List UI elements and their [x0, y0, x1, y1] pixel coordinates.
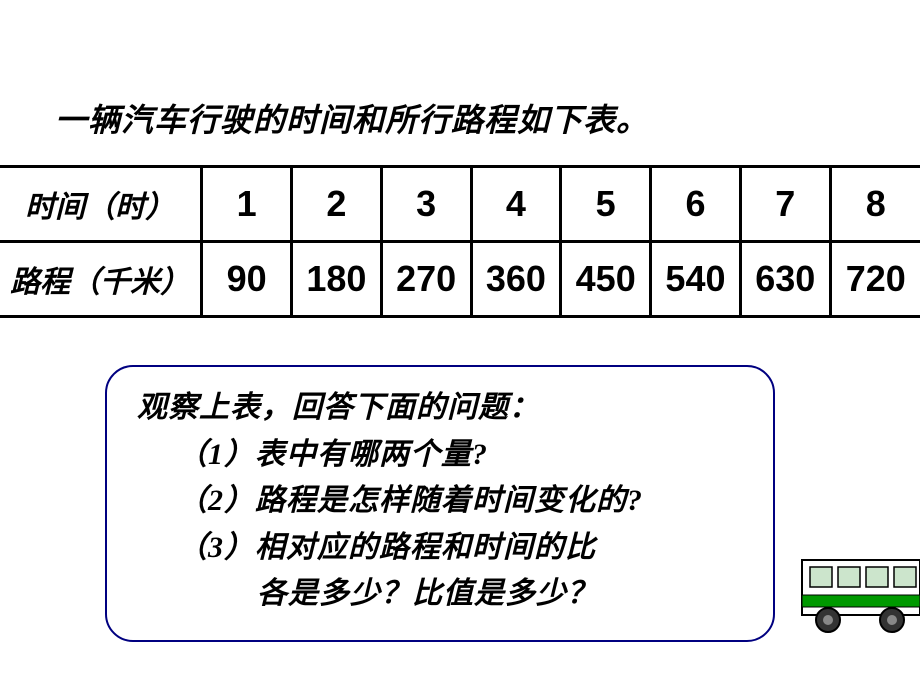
table-cell: 1 [202, 167, 292, 242]
data-table-container: 时间（时） 1 2 3 4 5 6 7 8 路程（千米） 90 180 270 … [0, 165, 920, 318]
table-cell: 2 [292, 167, 382, 242]
table-cell: 540 [651, 242, 741, 317]
table-cell: 90 [202, 242, 292, 317]
table-cell: 360 [471, 242, 561, 317]
question-2: （2）路程是怎样随着时间变化的? [137, 478, 743, 525]
table-cell: 450 [561, 242, 651, 317]
question-box: 观察上表，回答下面的问题： （1）表中有哪两个量? （2）路程是怎样随着时间变化… [105, 365, 775, 642]
table-cell: 720 [830, 242, 920, 317]
table-row: 时间（时） 1 2 3 4 5 6 7 8 [0, 167, 920, 242]
question-1: （1）表中有哪两个量? [137, 432, 743, 479]
row-label-distance: 路程（千米） [0, 242, 202, 317]
table-cell: 6 [651, 167, 741, 242]
question-3a: （3）相对应的路程和时间的比 [137, 525, 743, 572]
table-cell: 4 [471, 167, 561, 242]
row-label-time: 时间（时） [0, 167, 202, 242]
table-cell: 5 [561, 167, 651, 242]
question-3b: 各是多少？比值是多少？ [137, 571, 743, 618]
bus-icon [800, 545, 920, 640]
data-table: 时间（时） 1 2 3 4 5 6 7 8 路程（千米） 90 180 270 … [0, 165, 920, 318]
table-cell: 630 [740, 242, 830, 317]
page-title: 一辆汽车行驶的时间和所行路程如下表。 [55, 95, 649, 141]
table-row: 路程（千米） 90 180 270 360 450 540 630 720 [0, 242, 920, 317]
question-intro: 观察上表，回答下面的问题： [137, 385, 743, 432]
table-cell: 7 [740, 167, 830, 242]
table-cell: 8 [830, 167, 920, 242]
table-cell: 180 [292, 242, 382, 317]
table-cell: 3 [381, 167, 471, 242]
table-cell: 270 [381, 242, 471, 317]
